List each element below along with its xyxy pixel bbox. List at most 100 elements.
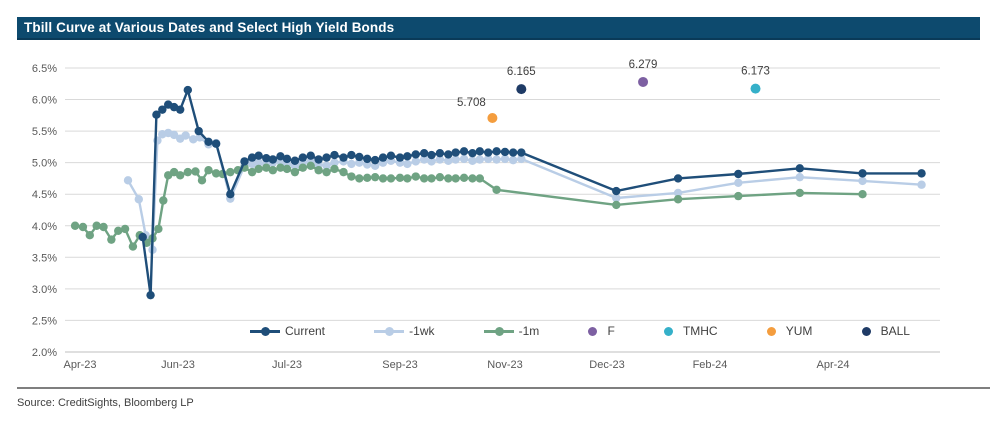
series-point-current bbox=[435, 148, 445, 158]
series-point-1wk bbox=[612, 193, 621, 203]
legend-label: TMHC bbox=[682, 324, 718, 338]
series-point-1wk bbox=[484, 154, 493, 164]
series-point-current bbox=[290, 156, 300, 165]
legend-label: YUM bbox=[785, 324, 813, 338]
series-point-1wk bbox=[419, 155, 429, 164]
series-point-1m bbox=[795, 188, 804, 198]
series-point-current bbox=[917, 169, 926, 178]
series-point-current bbox=[247, 153, 257, 162]
legend-item-1wk: -1wk bbox=[374, 324, 435, 338]
legend-dot-marker bbox=[766, 326, 776, 336]
series-point-1m bbox=[268, 166, 278, 175]
x-tick-label: Jun-23 bbox=[161, 359, 195, 371]
legend-label: -1wk bbox=[409, 324, 435, 338]
chart-title: Tbill Curve at Various Dates and Select … bbox=[24, 20, 395, 35]
series-point-current bbox=[612, 186, 621, 196]
series-point-current bbox=[395, 153, 405, 162]
scatter-dot-ball bbox=[516, 84, 527, 95]
series-point-1m bbox=[85, 231, 95, 240]
series-point-1wk bbox=[451, 155, 460, 164]
series-point-current bbox=[484, 148, 493, 157]
legend-item-1m: -1m bbox=[483, 324, 539, 338]
series-point-current bbox=[370, 155, 380, 165]
series-point-current bbox=[152, 110, 161, 119]
series-point-1wk bbox=[403, 159, 412, 169]
series-point-1m bbox=[378, 174, 388, 183]
x-tick-label: Nov-23 bbox=[487, 359, 522, 371]
series-point-current bbox=[419, 148, 429, 158]
footer-divider-line bbox=[17, 387, 990, 389]
series-point-1wk bbox=[492, 155, 501, 164]
legend-item-yum: YUM bbox=[766, 324, 813, 338]
series-point-1m bbox=[120, 224, 130, 234]
series-point-1m bbox=[339, 167, 348, 177]
legend-line-marker bbox=[374, 326, 405, 336]
series-point-1m bbox=[114, 226, 123, 235]
series-point-1m bbox=[403, 174, 412, 183]
series-point-1m bbox=[475, 174, 484, 183]
series-point-1m bbox=[734, 191, 743, 201]
legend-item-current: Current bbox=[250, 324, 325, 338]
legend-dot-marker bbox=[588, 326, 598, 336]
series-point-1m bbox=[99, 222, 108, 232]
series-point-1wk bbox=[123, 176, 133, 185]
series-point-1m bbox=[347, 172, 356, 181]
legend-item-ball: BALL bbox=[861, 324, 910, 338]
series-point-1m bbox=[444, 174, 453, 183]
legend-line-marker bbox=[250, 326, 280, 336]
series-point-1wk bbox=[254, 158, 263, 167]
series-point-current bbox=[268, 155, 278, 164]
series-point-current bbox=[403, 152, 412, 161]
series-point-1m bbox=[395, 173, 405, 182]
y-tick-label: 4.5% bbox=[32, 189, 57, 201]
series-point-1m bbox=[159, 196, 168, 205]
series-point-1m bbox=[330, 164, 339, 174]
series-point-1wk bbox=[500, 154, 510, 164]
series-point-1m bbox=[70, 221, 80, 230]
series-point-current bbox=[158, 105, 167, 114]
series-point-1m bbox=[451, 174, 460, 183]
series-point-1m bbox=[459, 173, 469, 182]
series-point-1m bbox=[276, 163, 285, 172]
series-point-current bbox=[734, 169, 743, 179]
y-tick-label: 2.0% bbox=[32, 347, 57, 359]
series-point-current bbox=[183, 85, 193, 95]
legend-line-marker bbox=[483, 326, 514, 336]
series-point-1m bbox=[191, 167, 200, 176]
series-point-current bbox=[347, 150, 356, 160]
series-point-current bbox=[444, 150, 453, 159]
series-point-1wk bbox=[181, 131, 190, 140]
series-point-1m bbox=[154, 224, 163, 234]
series-point-current bbox=[138, 232, 147, 242]
series-point-1m bbox=[247, 167, 257, 177]
y-tick-label: 5.0% bbox=[32, 158, 57, 170]
y-tick-label: 3.0% bbox=[32, 284, 57, 296]
series-point-1wk bbox=[459, 154, 469, 164]
series-point-1wk bbox=[673, 188, 683, 198]
value-label-yum: 5.708 bbox=[457, 97, 486, 109]
legend-label: Current bbox=[285, 324, 326, 338]
series-point-1m bbox=[197, 176, 207, 185]
y-tick-label: 6.5% bbox=[32, 63, 57, 75]
x-tick-label: Sep-23 bbox=[382, 359, 417, 371]
series-point-1m bbox=[411, 172, 420, 181]
series-point-current bbox=[330, 150, 339, 160]
series-point-1m bbox=[363, 173, 372, 182]
series-point-current bbox=[517, 148, 526, 157]
series-point-1m bbox=[355, 174, 364, 183]
x-tick-label: Feb-24 bbox=[693, 359, 728, 371]
x-tick-label: Apr-23 bbox=[63, 359, 96, 371]
series-point-1m bbox=[419, 174, 429, 183]
series-point-1m bbox=[386, 174, 396, 183]
series-point-1m bbox=[435, 172, 445, 182]
series-point-1wk bbox=[917, 180, 926, 189]
x-tick-label: Jul-23 bbox=[272, 359, 302, 371]
series-point-1m bbox=[314, 166, 323, 175]
series-point-current bbox=[211, 139, 221, 148]
series-point-current bbox=[355, 152, 364, 162]
series-point-1m bbox=[282, 164, 292, 174]
series-point-1m bbox=[306, 161, 315, 171]
series-point-current bbox=[339, 153, 348, 162]
legend-dot-marker bbox=[861, 326, 871, 336]
